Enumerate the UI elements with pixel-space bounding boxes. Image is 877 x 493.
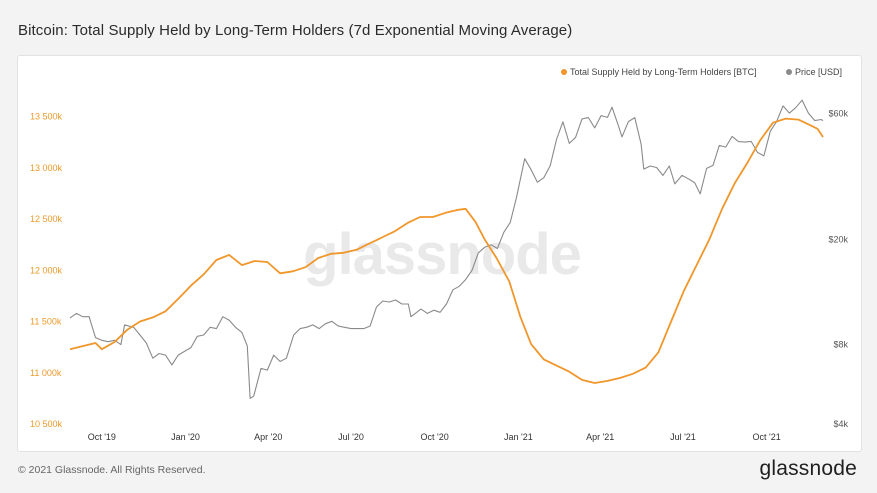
left-axis: 10 500k 11 000k 11 500k 12 000k 12 500k 13 00… <box>30 112 63 430</box>
chart-svg: glassnode Total Supply Held by Long-Term… <box>30 67 848 442</box>
x-axis-tick-label: Oct '19 <box>88 432 116 442</box>
watermark-text: glassnode <box>303 222 581 287</box>
x-axis-tick-label: Oct '21 <box>752 432 780 442</box>
x-axis-tick-label: Jan '20 <box>171 432 200 442</box>
x-axis-tick-label: Jan '21 <box>504 432 533 442</box>
legend-label: Total Supply Held by Long-Term Holders [… <box>570 67 757 77</box>
x-axis-tick-label: Jul '21 <box>670 432 696 442</box>
series-line-lth-supply <box>69 117 824 384</box>
left-axis-tick-label: 13 500k <box>30 112 63 122</box>
legend-label: Price [USD] <box>795 67 842 77</box>
x-axis-tick-label: Apr '21 <box>586 432 614 442</box>
legend-swatch <box>786 69 792 75</box>
x-axis-tick-label: Jul '20 <box>338 432 364 442</box>
chart-card: glassnode Total Supply Held by Long-Term… <box>17 55 862 452</box>
footer-brand-logo: glassnode <box>759 457 857 480</box>
right-axis: $4k $8k $20k $60k <box>828 109 848 429</box>
right-axis-tick-label: $60k <box>828 109 848 119</box>
series-layer <box>69 99 824 399</box>
x-axis: Oct '19 Jan '20 Apr '20 Jul '20 Oct '20 Jan '… <box>88 432 781 442</box>
right-axis-tick-label: $20k <box>828 235 848 245</box>
left-axis-tick-label: 13 000k <box>30 163 63 173</box>
left-axis-tick-label: 11 500k <box>30 317 62 327</box>
footer-copyright: © 2021 Glassnode. All Rights Reserved. <box>18 464 206 476</box>
legend-swatch <box>561 69 567 75</box>
x-axis-tick-label: Apr '20 <box>254 432 282 442</box>
right-axis-tick-label: $8k <box>833 340 848 350</box>
page-title: Bitcoin: Total Supply Held by Long-Term … <box>18 22 573 39</box>
left-axis-tick-label: 10 500k <box>30 419 63 429</box>
x-axis-tick-label: Oct '20 <box>421 432 449 442</box>
chart-legend: Total Supply Held by Long-Term Holders [… <box>561 67 842 77</box>
left-axis-tick-label: 11 000k <box>30 368 62 378</box>
left-axis-tick-label: 12 500k <box>30 214 63 224</box>
left-axis-tick-label: 12 000k <box>30 265 63 275</box>
right-axis-tick-label: $4k <box>833 419 848 429</box>
series-line-price <box>69 99 824 399</box>
